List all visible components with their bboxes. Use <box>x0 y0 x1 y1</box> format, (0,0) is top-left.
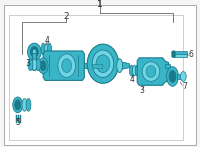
Ellipse shape <box>31 63 38 71</box>
Ellipse shape <box>167 67 178 86</box>
Polygon shape <box>137 58 169 85</box>
Ellipse shape <box>180 72 186 81</box>
Ellipse shape <box>169 71 176 82</box>
Ellipse shape <box>129 65 133 76</box>
Ellipse shape <box>36 59 41 71</box>
Ellipse shape <box>87 44 119 83</box>
Ellipse shape <box>45 43 49 55</box>
Bar <box>16 115 17 122</box>
Ellipse shape <box>58 54 76 77</box>
Bar <box>165 64 170 68</box>
Polygon shape <box>43 51 84 80</box>
Ellipse shape <box>30 47 38 57</box>
Bar <box>92 64 102 68</box>
Ellipse shape <box>96 55 110 72</box>
Ellipse shape <box>117 59 123 72</box>
Ellipse shape <box>15 100 21 110</box>
Ellipse shape <box>172 54 175 58</box>
Text: 5: 5 <box>15 118 20 127</box>
Ellipse shape <box>142 62 160 81</box>
Ellipse shape <box>41 43 45 55</box>
Text: 2: 2 <box>63 12 69 21</box>
Bar <box>177 74 183 79</box>
Ellipse shape <box>48 43 51 55</box>
Bar <box>9 15 183 140</box>
Ellipse shape <box>62 59 72 72</box>
Text: 1: 1 <box>97 0 103 9</box>
Bar <box>18 115 19 122</box>
Text: 4: 4 <box>45 36 50 45</box>
Ellipse shape <box>22 98 27 111</box>
Bar <box>84 63 92 68</box>
Text: 1: 1 <box>97 0 103 9</box>
Ellipse shape <box>32 49 36 55</box>
Ellipse shape <box>38 58 48 74</box>
Bar <box>173 51 187 54</box>
Bar <box>20 115 21 122</box>
Ellipse shape <box>32 59 37 71</box>
Ellipse shape <box>27 43 41 61</box>
Ellipse shape <box>92 50 114 77</box>
Bar <box>32 53 36 67</box>
Text: 3: 3 <box>25 59 30 68</box>
Ellipse shape <box>172 51 175 55</box>
Ellipse shape <box>28 59 33 71</box>
Ellipse shape <box>26 98 31 111</box>
Text: 6: 6 <box>189 50 194 59</box>
Text: 4: 4 <box>130 75 135 84</box>
Ellipse shape <box>146 66 156 77</box>
Bar <box>173 54 187 57</box>
Ellipse shape <box>40 61 46 71</box>
Ellipse shape <box>13 97 23 113</box>
Text: 3: 3 <box>140 86 145 95</box>
Polygon shape <box>120 59 129 72</box>
Ellipse shape <box>132 65 136 76</box>
Ellipse shape <box>135 65 139 76</box>
Text: 7: 7 <box>182 82 187 91</box>
